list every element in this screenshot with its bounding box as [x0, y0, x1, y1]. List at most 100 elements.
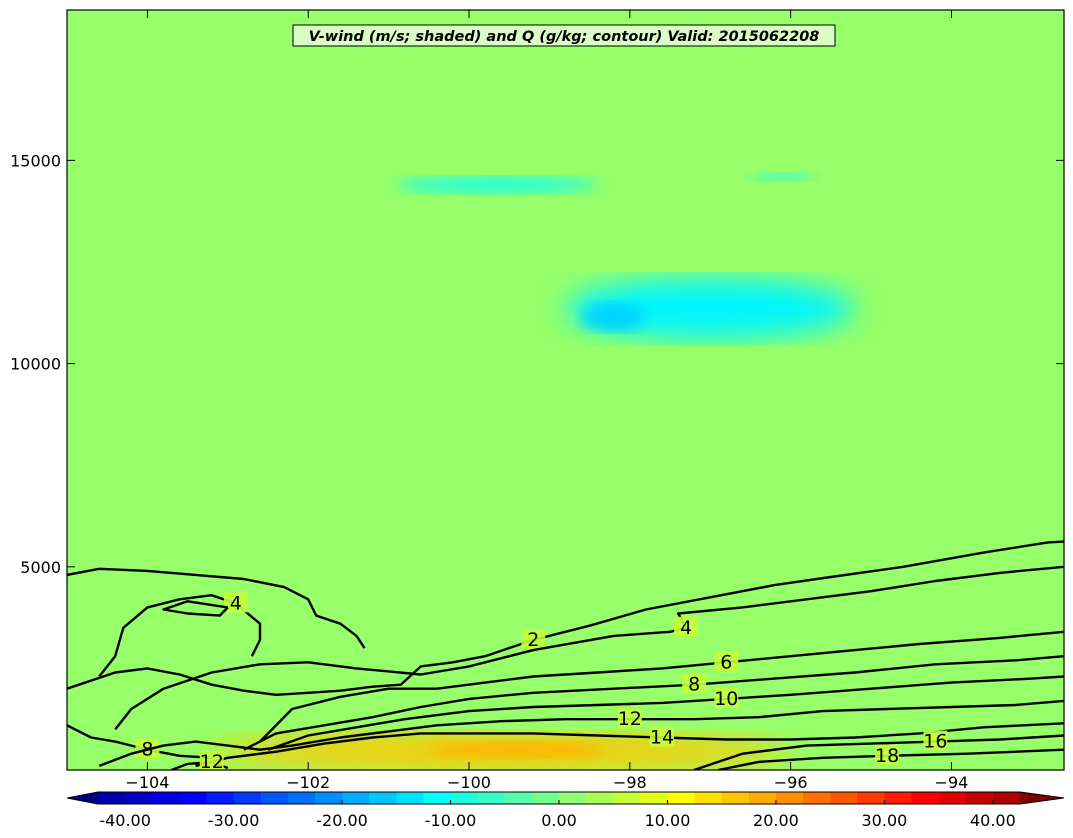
- contour-line-8-7: [243, 655, 1064, 751]
- colorbar-segment: [342, 792, 370, 804]
- contour-line-8-6: [67, 724, 212, 759]
- colorbar-segment: [830, 792, 858, 804]
- colorbar-segment: [260, 792, 289, 804]
- contour-line-18-12: [718, 748, 1064, 770]
- colorbar-segment: [965, 792, 994, 804]
- contour-line-4-4: [114, 565, 1064, 731]
- colorbar-segment: [531, 792, 560, 804]
- contour-line-16-11: [693, 734, 1064, 770]
- contour-line-2-0: [67, 540, 1064, 696]
- colorbar-segment: [911, 792, 940, 804]
- colorbar-segment: [450, 792, 479, 804]
- colorbar-tick-label: 40.00: [970, 811, 1016, 830]
- plot-background: [67, 10, 1064, 770]
- x-tick-label: −104: [125, 773, 169, 792]
- contour-line-6-5: [259, 630, 1064, 743]
- colorbar-segment: [152, 792, 180, 804]
- x-tick-label: −98: [613, 773, 647, 792]
- chart-title-box: V-wind (m/s; shaded) and Q (g/kg; contou…: [292, 24, 836, 47]
- colorbar-tick-label: -40.00: [99, 811, 151, 830]
- colorbar-segment: [613, 792, 641, 804]
- contour-line-14-10: [195, 722, 1064, 768]
- colorbar-segment: [857, 792, 885, 804]
- colorbar-tick-label: 20.00: [753, 811, 799, 830]
- contour-label-2: 2: [527, 629, 539, 651]
- colorbar-segment: [396, 792, 424, 804]
- colorbar-segment: [694, 792, 723, 804]
- colorbar-tick-label: -20.00: [316, 811, 368, 830]
- contour-label-12: 12: [618, 708, 642, 730]
- contour-label-bg: [617, 708, 642, 729]
- colorbar-segment: [559, 792, 587, 804]
- contour-label-14: 14: [650, 726, 674, 748]
- colorbar-segment: [206, 792, 235, 804]
- colorbar-segment: [748, 792, 777, 804]
- shaded-field: [211, 172, 855, 770]
- contour-label-18: 18: [875, 745, 899, 767]
- y-tick-label: 15000: [10, 151, 61, 170]
- contour-label-12: 12: [200, 751, 224, 773]
- contour-line-2-1: [67, 567, 366, 649]
- shaded-region-low-level-jet-core: [428, 741, 606, 758]
- colorbar-tick-label: -10.00: [425, 811, 477, 830]
- colorbar-segment: [477, 792, 506, 804]
- colorbar-segment: [803, 792, 831, 804]
- contour-label-bg: [674, 616, 699, 637]
- contour-label-bg: [649, 726, 674, 747]
- colorbar-segment: [504, 792, 533, 804]
- contour-label-bg: [521, 628, 546, 649]
- colorbar-segment: [586, 792, 614, 804]
- colorbar-segment: [667, 792, 696, 804]
- contour-label-16: 16: [923, 731, 947, 753]
- colorbar-segment: [98, 792, 126, 804]
- colorbar-tick-label: 0.00: [541, 811, 577, 830]
- x-axis: −104 −102 −100 −98 −96 −94: [125, 10, 968, 792]
- colorbar: -40.00 -30.00 -20.00 -10.00 0.00 10.00 20.00 30…: [66, 791, 1065, 830]
- contour-label-bg: [875, 744, 900, 765]
- shaded-region-high-blue-streak-2: [750, 172, 815, 181]
- colorbar-segment: [369, 792, 397, 804]
- colorbar-segment: [314, 792, 343, 804]
- contour-label-10: 10: [714, 688, 738, 710]
- shaded-region-upper-blue-core: [581, 302, 646, 332]
- colorbar-segment: [775, 792, 804, 804]
- colorbar-segment: [423, 792, 452, 804]
- colorbar-extend-low: [67, 792, 98, 804]
- contour-label-8: 8: [688, 674, 700, 696]
- contour-line-4-2: [98, 594, 262, 678]
- plot-frame: [66, 9, 1065, 771]
- contour-label-4: 4: [230, 592, 242, 614]
- contour-line-10-8: [267, 675, 1064, 751]
- colorbar-segment: [125, 792, 153, 804]
- colorbar-segment: [992, 792, 1021, 804]
- shaded-region-high-blue-streak: [396, 176, 598, 193]
- x-tick-label: −96: [774, 773, 808, 792]
- colorbar-extend-high: [1020, 792, 1064, 804]
- colorbar-segment: [721, 792, 750, 804]
- colorbar-segment: [884, 792, 913, 804]
- x-tick-label: −94: [935, 773, 969, 792]
- colorbar-segment: [938, 792, 967, 804]
- x-tick-label: −102: [286, 773, 330, 792]
- chart-title: V-wind (m/s; shaded) and Q (g/kg; contou…: [309, 29, 820, 45]
- contour-label-bg: [714, 687, 739, 708]
- x-tick-label: −100: [447, 773, 491, 792]
- colorbar-outline: [66, 791, 1065, 805]
- contour-label-bg: [714, 651, 739, 672]
- contour-label-bg: [199, 750, 224, 770]
- contour-label-bg: [923, 730, 948, 751]
- y-axis: 5000 10000 15000: [10, 151, 1064, 577]
- contour-label-4: 4: [680, 617, 692, 639]
- colorbar-segment: [640, 792, 668, 804]
- contour-label-bg: [682, 673, 707, 694]
- contour-label-bg: [223, 592, 248, 613]
- colorbar-tick-label: -30.00: [208, 811, 260, 830]
- contour-label-6: 6: [720, 651, 732, 673]
- colorbar-segment: [179, 792, 207, 804]
- y-tick-label: 5000: [20, 558, 61, 577]
- colorbar-tick-label: 10.00: [645, 811, 691, 830]
- contour-line-12-9: [98, 699, 1064, 768]
